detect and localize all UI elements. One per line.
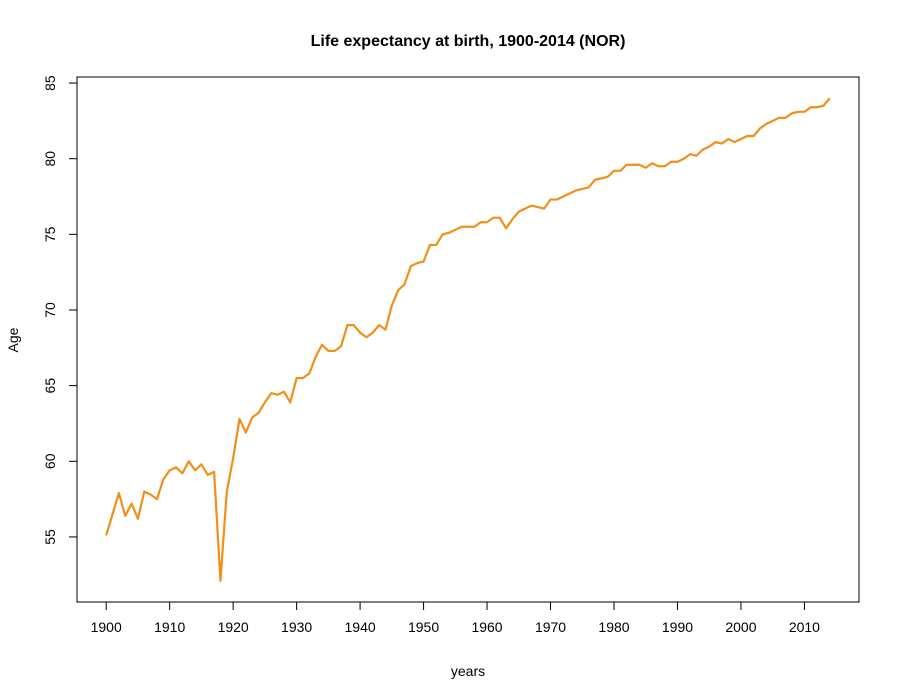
x-tick-label: 1950 (408, 619, 439, 635)
x-tick-label: 1960 (471, 619, 502, 635)
x-tick-label: 1900 (91, 619, 122, 635)
x-tick-label: 1920 (218, 619, 249, 635)
x-tick-label: 1970 (535, 619, 566, 635)
x-tick-label: 1910 (154, 619, 185, 635)
x-tick-label: 2010 (789, 619, 820, 635)
y-axis-label: Age (5, 327, 21, 352)
y-tick-label: 65 (42, 378, 58, 394)
series-line (105, 97, 831, 582)
x-tick-label: 2000 (725, 619, 756, 635)
chart-title: Life expectancy at birth, 1900-2014 (NOR… (311, 33, 626, 50)
y-tick-label: 70 (42, 302, 58, 318)
y-tick-label: 75 (42, 226, 58, 242)
y-tick-label: 85 (42, 75, 58, 91)
y-tick-label: 80 (42, 151, 58, 167)
x-tick-label: 1940 (345, 619, 376, 635)
x-tick-label: 1930 (281, 619, 312, 635)
x-axis-label: years (451, 663, 485, 679)
x-tick-label: 1990 (662, 619, 693, 635)
y-tick-label: 55 (42, 529, 58, 545)
x-tick-label: 1980 (598, 619, 629, 635)
y-tick-label: 60 (42, 453, 58, 469)
plot-frame (76, 76, 860, 603)
